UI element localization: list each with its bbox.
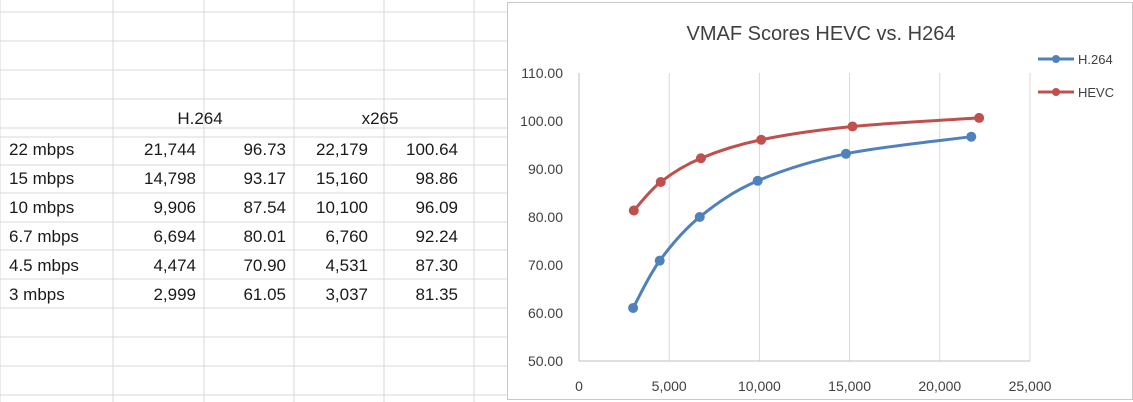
x-tick-label: 0 xyxy=(575,378,583,394)
row-label[interactable]: 10 mbps xyxy=(9,198,75,217)
data-point-h264[interactable] xyxy=(966,131,977,142)
row-label[interactable]: 15 mbps xyxy=(9,169,75,188)
h264-bitrate-cell[interactable]: 6,694 xyxy=(153,227,196,246)
legend-label-hevc: HEVC xyxy=(1078,85,1114,100)
x-tick-label: 5,000 xyxy=(652,378,687,394)
y-tick-label: 70.00 xyxy=(528,257,563,273)
x265-vmaf-cell[interactable]: 92.24 xyxy=(415,227,458,246)
x265-bitrate-cell[interactable]: 10,100 xyxy=(316,198,368,217)
h264-vmaf-cell[interactable]: 93.17 xyxy=(243,169,286,188)
data-point-h264[interactable] xyxy=(840,148,851,159)
y-tick-label: 110.00 xyxy=(521,65,563,81)
x265-vmaf-cell[interactable]: 81.35 xyxy=(415,285,458,304)
header-x265[interactable]: x265 xyxy=(361,109,399,128)
legend-marker-hevc xyxy=(1052,88,1060,96)
h264-vmaf-cell[interactable]: 96.73 xyxy=(243,140,286,159)
legend-marker-h264 xyxy=(1052,55,1060,63)
data-point-hevc[interactable] xyxy=(847,121,858,132)
x265-bitrate-cell[interactable]: 4,531 xyxy=(325,256,368,275)
data-point-h264[interactable] xyxy=(752,175,763,186)
y-tick-label: 90.00 xyxy=(528,161,563,177)
h264-vmaf-cell[interactable]: 80.01 xyxy=(243,227,286,246)
data-point-hevc[interactable] xyxy=(628,205,639,216)
y-tick-label: 80.00 xyxy=(528,209,563,225)
x265-bitrate-cell[interactable]: 15,160 xyxy=(316,169,368,188)
x-tick-label: 20,000 xyxy=(918,378,961,394)
chart[interactable]: VMAF Scores HEVC vs. H264 50.00 60.00 70.00… xyxy=(507,2,1133,400)
x265-bitrate-cell[interactable]: 3,037 xyxy=(325,285,368,304)
h264-vmaf-cell[interactable]: 87.54 xyxy=(243,198,286,217)
y-tick-label: 50.00 xyxy=(528,353,563,369)
x265-bitrate-cell[interactable]: 6,760 xyxy=(325,227,368,246)
chart-canvas: VMAF Scores HEVC vs. H264 50.00 60.00 70.00… xyxy=(520,23,1114,394)
data-point-hevc[interactable] xyxy=(974,112,985,123)
x265-vmaf-cell[interactable]: 100.64 xyxy=(406,140,458,159)
h264-bitrate-cell[interactable]: 4,474 xyxy=(153,256,196,275)
legend-label-h264: H.264 xyxy=(1078,52,1113,67)
data-point-hevc[interactable] xyxy=(695,153,706,164)
x265-vmaf-cell[interactable]: 87.30 xyxy=(415,256,458,275)
row-label[interactable]: 6.7 mbps xyxy=(9,227,79,246)
x265-bitrate-cell[interactable]: 22,179 xyxy=(316,140,368,159)
data-point-hevc[interactable] xyxy=(655,176,666,187)
x-tick-label: 15,000 xyxy=(828,378,871,394)
chart-title: VMAF Scores HEVC vs. H264 xyxy=(687,23,956,45)
h264-bitrate-cell[interactable]: 9,906 xyxy=(153,198,196,217)
h264-bitrate-cell[interactable]: 21,744 xyxy=(144,140,196,159)
h264-bitrate-cell[interactable]: 2,999 xyxy=(153,285,196,304)
header-h264[interactable]: H.264 xyxy=(177,109,223,128)
row-label[interactable]: 3 mbps xyxy=(9,285,65,304)
y-tick-label: 100.00 xyxy=(520,113,563,129)
data-point-h264[interactable] xyxy=(654,255,665,266)
x-tick-label: 10,000 xyxy=(738,378,781,394)
h264-bitrate-cell[interactable]: 14,798 xyxy=(144,169,196,188)
x265-vmaf-cell[interactable]: 98.86 xyxy=(415,169,458,188)
data-point-h264[interactable] xyxy=(628,302,639,313)
series-line-h264 xyxy=(631,135,973,310)
data-point-hevc[interactable] xyxy=(756,134,767,145)
data-point-h264[interactable] xyxy=(694,211,705,222)
row-label[interactable]: 4.5 mbps xyxy=(9,256,79,275)
h264-vmaf-cell[interactable]: 70.90 xyxy=(243,256,286,275)
h264-vmaf-cell[interactable]: 61.05 xyxy=(243,285,286,304)
x-tick-label: 25,000 xyxy=(1009,378,1052,394)
y-tick-label: 60.00 xyxy=(528,305,563,321)
row-label[interactable]: 22 mbps xyxy=(9,140,75,159)
x265-vmaf-cell[interactable]: 96.09 xyxy=(415,198,458,217)
